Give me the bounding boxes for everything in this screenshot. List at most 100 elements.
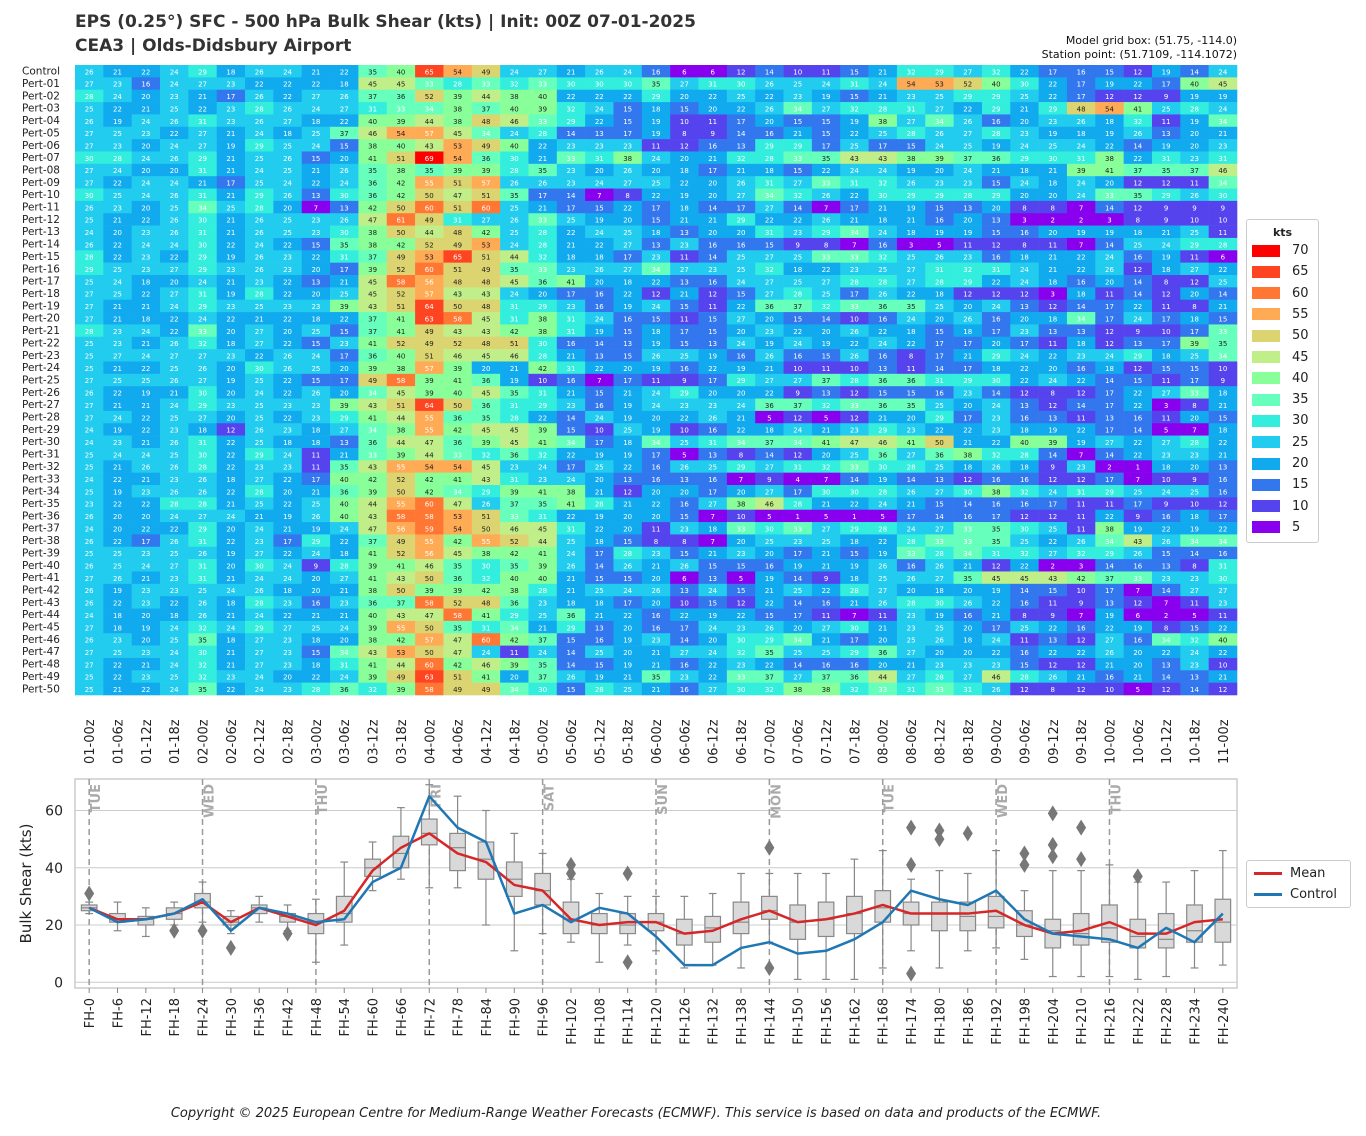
heat-cell bbox=[471, 89, 501, 103]
heat-cell-value: 14 bbox=[1048, 451, 1057, 459]
heat-cell bbox=[330, 126, 359, 140]
heat-cell-value: 26 bbox=[255, 254, 264, 262]
heat-cell-value: 21 bbox=[226, 649, 235, 657]
heat-cell-value: 22 bbox=[1077, 266, 1086, 274]
heat-cell-value: 9 bbox=[1192, 476, 1196, 484]
heat-cell bbox=[528, 225, 558, 239]
heat-cell bbox=[75, 89, 104, 103]
heat-cell bbox=[613, 65, 643, 78]
heat-cell-value: 20 bbox=[170, 167, 179, 175]
heat-cell-value: 27 bbox=[907, 674, 916, 682]
heat-cell bbox=[613, 386, 643, 399]
heat-cell-value: 20 bbox=[1133, 649, 1142, 657]
heat-cell-value: 24 bbox=[340, 180, 349, 188]
heat-cell bbox=[1066, 386, 1096, 399]
heat-cell bbox=[188, 262, 218, 276]
heat-cell-value: 29 bbox=[311, 538, 320, 546]
heat-cell-value: 24 bbox=[170, 143, 179, 151]
heat-cell bbox=[1180, 77, 1209, 91]
heat-cell bbox=[981, 336, 1011, 350]
heat-cell bbox=[868, 89, 898, 103]
heat-cell-value: 26 bbox=[198, 365, 207, 373]
heat-cell bbox=[840, 460, 869, 473]
heat-cell-value: 17 bbox=[538, 192, 547, 200]
heat-cell bbox=[556, 188, 586, 202]
heat-cell bbox=[925, 250, 954, 263]
heat-cell-value: 21 bbox=[793, 130, 802, 138]
heat-cell bbox=[1095, 373, 1124, 387]
outlier-marker bbox=[565, 856, 576, 873]
heat-cell bbox=[245, 546, 274, 560]
heat-cell-value: 26 bbox=[878, 600, 887, 608]
heat-cell-value: 26 bbox=[198, 612, 207, 620]
heat-cell bbox=[500, 509, 529, 523]
heat-cell-value: 16 bbox=[1077, 68, 1086, 76]
heat-cell bbox=[358, 275, 388, 288]
heat-cell bbox=[1151, 410, 1181, 424]
heat-cell-value: 18 bbox=[1077, 130, 1086, 138]
heat-cell bbox=[330, 176, 359, 189]
heat-cell-value: 17 bbox=[1162, 81, 1171, 89]
heat-cell-value: 22 bbox=[567, 93, 576, 101]
heat-cell-value: 15 bbox=[1190, 624, 1199, 632]
heat-cell bbox=[840, 373, 869, 387]
heat-cell bbox=[896, 522, 926, 535]
heat-cell bbox=[1038, 275, 1068, 288]
heat-cell-value: 22 bbox=[226, 451, 235, 459]
heat-cell-value: 22 bbox=[623, 464, 632, 472]
heat-cell-value: 35 bbox=[538, 661, 547, 669]
heat-cell-value: 23 bbox=[1020, 328, 1029, 336]
heat-cell-value: 13 bbox=[311, 278, 320, 286]
heat-cell bbox=[1151, 65, 1181, 78]
heat-cell bbox=[528, 77, 558, 91]
heat-cell-value: 47 bbox=[453, 637, 462, 645]
heat-cell-value: 58 bbox=[396, 513, 405, 521]
heat-cell bbox=[670, 200, 699, 214]
heat-cell bbox=[868, 151, 898, 165]
heat-cell-value: 16 bbox=[680, 365, 689, 373]
heat-cell bbox=[273, 237, 303, 251]
heat-cell bbox=[670, 114, 699, 128]
heat-cell bbox=[415, 546, 444, 560]
heat-cell bbox=[641, 262, 671, 276]
heat-cell bbox=[330, 472, 359, 486]
heat-cell-value: 11 bbox=[1190, 180, 1199, 188]
heat-cell bbox=[896, 485, 926, 498]
heat-cell-value: 17 bbox=[226, 180, 235, 188]
heat-cell bbox=[330, 497, 359, 511]
heat-cell-value: 29 bbox=[1105, 550, 1114, 558]
heat-cell-value: 31 bbox=[907, 686, 916, 694]
heat-cell bbox=[245, 65, 274, 78]
heat-cell-value: 24 bbox=[85, 525, 94, 533]
heat-cell-value: 53 bbox=[935, 81, 944, 89]
heat-cell-value: 27 bbox=[340, 105, 349, 113]
x-tick-label: 07-00z bbox=[763, 719, 778, 764]
heat-cell bbox=[358, 262, 388, 276]
heat-cell-value: 28 bbox=[935, 278, 944, 286]
heat-cell bbox=[811, 324, 841, 338]
heat-cell bbox=[160, 250, 189, 263]
heat-cell-value: 19 bbox=[510, 377, 519, 385]
heat-cell-value: 25 bbox=[567, 538, 576, 546]
heat-cell bbox=[1180, 373, 1209, 387]
heat-cell bbox=[726, 361, 756, 375]
heat-cell bbox=[1208, 398, 1238, 412]
heat-cell-value: 33 bbox=[567, 155, 576, 163]
heat-cell-value: 15 bbox=[793, 118, 802, 126]
heat-cell bbox=[585, 336, 614, 350]
heat-cell-value: 26 bbox=[623, 563, 632, 571]
heat-cell-value: 31 bbox=[708, 81, 717, 89]
heat-cell-value: 23 bbox=[538, 600, 547, 608]
heat-cell bbox=[330, 200, 359, 214]
heat-cell-value: 22 bbox=[226, 439, 235, 447]
heat-cell-value: 24 bbox=[538, 464, 547, 472]
heat-cell-value: 48 bbox=[481, 340, 490, 348]
heat-cell-value: 44 bbox=[481, 93, 490, 101]
heat-cell-value: 31 bbox=[1077, 488, 1086, 496]
heat-cell-value: 24 bbox=[311, 353, 320, 361]
heat-cell bbox=[1151, 163, 1181, 177]
heat-cell bbox=[500, 225, 529, 239]
heat-cell bbox=[755, 534, 784, 548]
heat-cell-value: 20 bbox=[283, 204, 292, 212]
heat-cell-value: 15 bbox=[878, 390, 887, 398]
